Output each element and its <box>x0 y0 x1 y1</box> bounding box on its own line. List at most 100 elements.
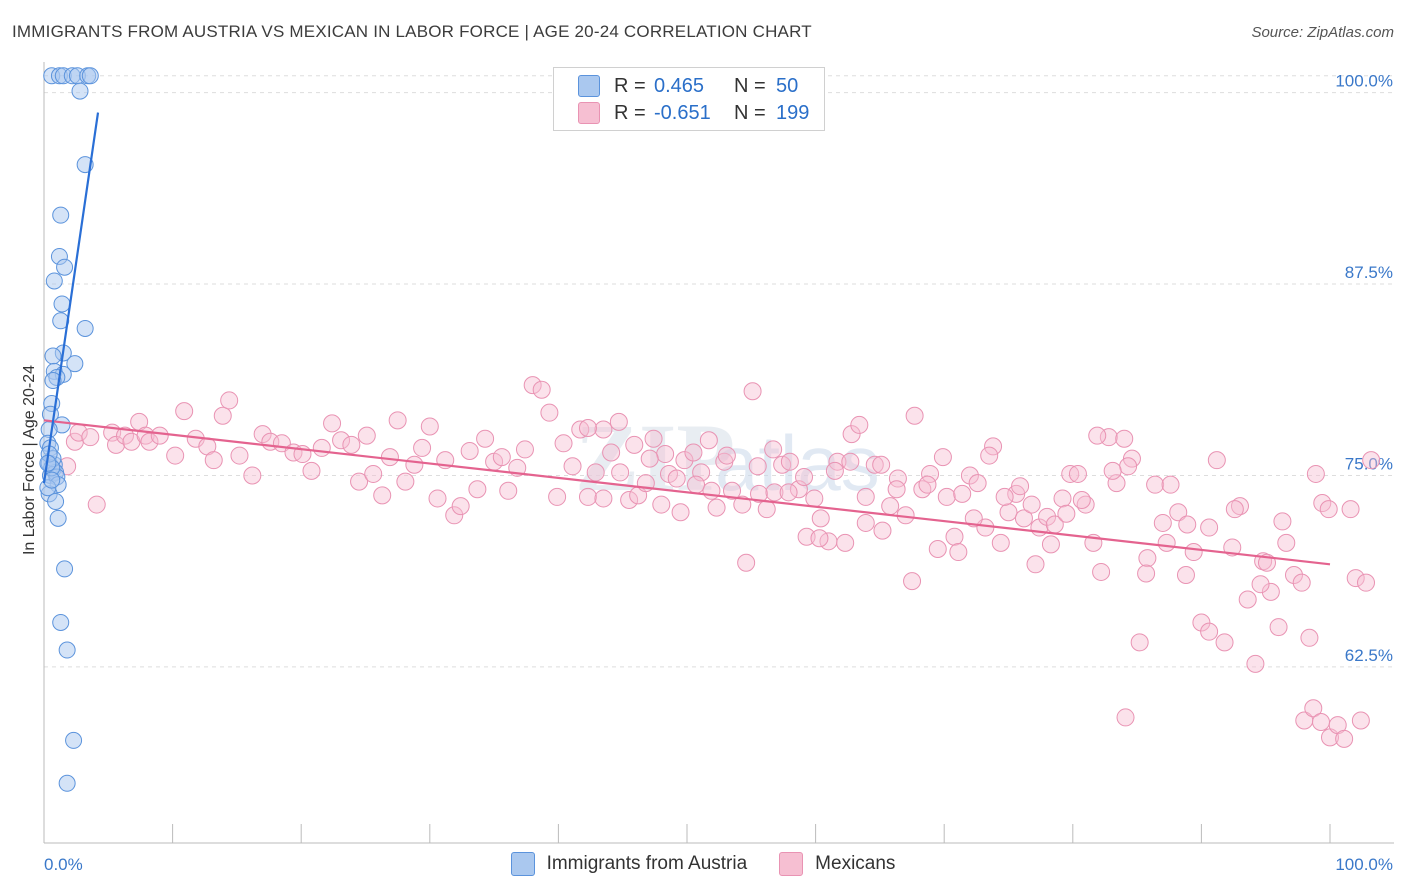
mexicans-point <box>644 429 663 448</box>
mexicans-point <box>380 448 399 467</box>
mexicans-point <box>312 438 331 457</box>
x-tick-label: 100.0% <box>1335 855 1393 874</box>
mexicans-point <box>1116 708 1135 727</box>
mexicans-point <box>420 417 439 436</box>
austria-swatch <box>578 75 600 97</box>
mexicans-point <box>652 495 671 514</box>
mexicans-point <box>1161 475 1180 494</box>
y-tick-label: 75.0% <box>1345 454 1393 473</box>
mexicans-point <box>578 487 597 506</box>
austria-point <box>47 493 65 511</box>
mexicans-point <box>1292 573 1311 592</box>
mexicans-point <box>953 484 972 503</box>
mexicans-point <box>323 414 342 433</box>
austria-point <box>56 560 74 578</box>
mexicans-point <box>548 487 567 506</box>
mexicans-point <box>81 428 100 447</box>
mexicans-point <box>1176 566 1195 585</box>
mexicans-point <box>87 495 106 514</box>
mexicans-point <box>1207 451 1226 470</box>
mexicans-point <box>594 489 613 508</box>
mexicans-point <box>873 521 892 540</box>
mexicans-trend-line <box>43 419 1331 566</box>
mexicans-point <box>1311 713 1330 732</box>
mexicans-point <box>492 448 511 467</box>
mexicans-point <box>515 440 534 459</box>
mexicans-point <box>213 406 232 425</box>
mexicans-point <box>499 481 518 500</box>
mexicans-point <box>1038 507 1057 526</box>
n-value: 199 <box>776 101 810 124</box>
mexicans-point <box>166 446 185 465</box>
mexicans-point <box>750 484 769 503</box>
austria-point <box>44 347 62 365</box>
x-tick-label: 0.0% <box>44 855 83 874</box>
mexicans-legend-label: Mexicans <box>815 853 896 874</box>
mexicans-point <box>1130 633 1149 652</box>
mexicans-point <box>717 446 736 465</box>
mexicans-point <box>795 468 814 487</box>
source-label: Source: ZipAtlas.com <box>1251 24 1394 41</box>
mexicans-point <box>1088 426 1107 445</box>
mexicans-point <box>707 498 726 517</box>
mexicans-point <box>428 489 447 508</box>
chart-title: IMMIGRANTS FROM AUSTRIA VS MEXICAN IN LA… <box>12 22 812 41</box>
mexicans-point <box>468 480 487 499</box>
mexicans-point <box>995 487 1014 506</box>
mexicans-point <box>1178 515 1197 534</box>
austria-trend-line <box>42 112 100 484</box>
mexicans-point <box>1346 569 1365 588</box>
mexicans-point <box>1061 464 1080 483</box>
mexicans-point <box>1230 497 1249 516</box>
austria-point <box>65 731 83 749</box>
legend-row-austria: R = 0.465 N = 50 <box>578 73 798 99</box>
mexicans-point <box>1304 699 1323 718</box>
mexicans-point <box>476 429 495 448</box>
mexicans-point <box>586 463 605 482</box>
mexicans-point <box>748 457 767 476</box>
mexicans-point <box>937 487 956 506</box>
mexicans-point <box>797 527 816 546</box>
mexicans-point <box>107 435 126 454</box>
mexicans-point <box>1103 461 1122 480</box>
mexicans-point <box>949 543 968 562</box>
mexicans-point <box>1153 513 1172 532</box>
mexicans-point <box>1119 457 1138 476</box>
mexicans-point <box>811 509 830 528</box>
mexicans-point <box>620 490 639 509</box>
mexicans-point <box>1335 729 1354 748</box>
y-tick-label: 62.5% <box>1345 646 1393 665</box>
mexicans-point <box>928 539 947 558</box>
mexicans-point <box>451 497 470 516</box>
mexicans-point <box>1072 490 1091 509</box>
mexicans-point <box>405 455 424 474</box>
austria-point <box>81 67 99 85</box>
mexicans-point <box>1215 633 1234 652</box>
mexicans-point <box>805 489 824 508</box>
mexicans-point <box>640 449 659 468</box>
mexicans-point <box>1146 475 1165 494</box>
mexicans-point <box>342 435 361 454</box>
mexicans-point <box>850 415 869 434</box>
series-legend: Immigrants from Austria Mexicans <box>0 852 1406 876</box>
legend-row-mexicans: R = -0.651 N = 199 <box>578 100 809 126</box>
mexicans-point <box>842 425 861 444</box>
mexicans-point <box>779 483 798 502</box>
mexicans-point <box>1057 504 1076 523</box>
mexicans-point <box>1138 549 1157 568</box>
austria-point <box>76 319 94 337</box>
mexicans-point <box>1169 503 1188 522</box>
mexicans-point <box>1014 509 1033 528</box>
mexicans-point <box>602 443 621 462</box>
n-label: N = <box>734 74 766 97</box>
mexicans-point <box>1115 429 1134 448</box>
mexicans-point <box>980 446 999 465</box>
austria-point <box>66 355 84 373</box>
mexicans-point <box>563 457 582 476</box>
watermark: ZIP atlas <box>575 404 880 511</box>
stats-legend: R = 0.465 N = 50 R = -0.651 N = 199 <box>553 67 825 131</box>
mexicans-point <box>810 529 829 548</box>
mexicans-point <box>253 425 272 444</box>
mexicans-point <box>841 452 860 471</box>
n-value: 50 <box>776 74 799 97</box>
